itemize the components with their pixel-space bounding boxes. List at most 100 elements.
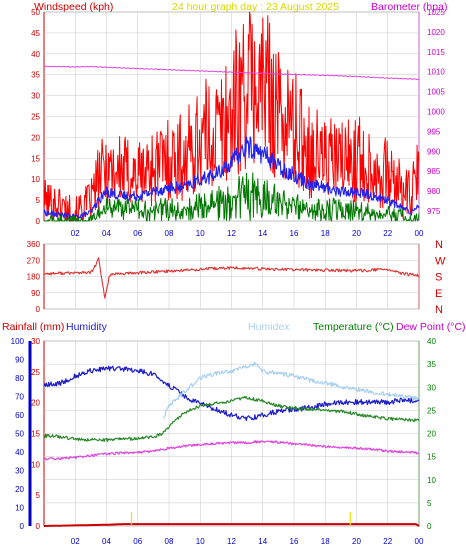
humidity-tick-label: 90 xyxy=(15,356,24,365)
humidity-tick-label: 80 xyxy=(15,374,24,383)
humidity-tick-label: 70 xyxy=(15,393,24,402)
wind-direction-line xyxy=(43,257,420,299)
barometer-tick-label: 985 xyxy=(427,167,441,176)
barometer-tick-label: 975 xyxy=(427,207,441,216)
time-tick-label: 04 xyxy=(102,229,111,238)
barometer-tick-label: 1000 xyxy=(427,108,445,117)
rainfall-tick-label: 20 xyxy=(31,399,40,408)
time-tick-label: 14 xyxy=(258,229,267,238)
barometer-tick-label: 980 xyxy=(427,187,441,196)
dew_point-line xyxy=(43,440,420,461)
temperature-axis-title: Temperature (°C) xyxy=(313,321,394,333)
temperature-line xyxy=(43,396,420,443)
time-tick-label: 12 xyxy=(227,537,236,546)
barometer-tick-labels: 975 980 985 990 995 1000 1005 1010 1015 1020 1025 xyxy=(427,8,445,216)
humidity-tick-label: 10 xyxy=(15,504,24,513)
time-tick-label: 16 xyxy=(290,229,299,238)
windspeed-tick-label: 40 xyxy=(31,50,40,59)
compass-label: E xyxy=(435,288,442,300)
windspeed-tick-label: 25 xyxy=(31,113,40,122)
direction-grid xyxy=(44,244,420,309)
humidity-line xyxy=(43,365,420,422)
humidity-tick-labels: 0 10 20 30 40 50 60 70 80 90 100 xyxy=(11,337,25,531)
humidity-tick-label: 0 xyxy=(20,522,25,531)
rainfall-line xyxy=(43,523,420,527)
humidity-tick-label: 100 xyxy=(11,337,25,346)
direction-degree-label: 90 xyxy=(31,289,40,298)
rainfall-axis-title: Rainfall (mm) xyxy=(2,321,64,333)
time-tick-label: 18 xyxy=(321,229,330,238)
windspeed-axis-title: Windspeed (kph) xyxy=(34,1,113,13)
direction-degree-labels: 0 90 180 270 360 xyxy=(27,240,41,314)
direction-degree-label: 180 xyxy=(27,273,41,282)
time-tick-label: 08 xyxy=(165,229,174,238)
wind-series xyxy=(43,11,420,222)
temperature-tick-label: 20 xyxy=(427,430,436,439)
dew-point-title: Dew Point (°C) xyxy=(396,321,466,333)
temperature-tick-label: 15 xyxy=(427,453,436,462)
barometer-tick-label: 1025 xyxy=(427,8,445,17)
graph-title: 24 hour graph day : 23 August 2025 xyxy=(172,1,339,13)
windspeed-tick-label: 50 xyxy=(31,8,40,17)
windspeed-tick-label: 45 xyxy=(31,29,40,38)
time-tick-label: 08 xyxy=(165,537,174,546)
temperature-tick-label: 0 xyxy=(427,522,432,531)
time-tick-label: 12 xyxy=(227,229,236,238)
humidex-line xyxy=(162,361,420,419)
humidity-tick-label: 50 xyxy=(15,430,24,439)
rainfall-tick-labels: 0 5 10 15 20 25 30 xyxy=(31,337,40,531)
rainfall-tick-label: 15 xyxy=(31,430,40,439)
minimum-wind-line xyxy=(44,172,420,222)
windspeed-tick-label: 15 xyxy=(31,154,40,163)
barometer-tick-label: 1010 xyxy=(427,68,445,77)
barometer-tick-label: 995 xyxy=(427,127,441,136)
rainfall-tick-label: 25 xyxy=(31,368,40,377)
rainfall-tick-label: 5 xyxy=(36,491,41,500)
direction-degree-label: 0 xyxy=(36,305,41,314)
humidex-title: Humidex xyxy=(248,321,290,333)
wind-time-tick-labels: 02 04 06 08 10 12 14 16 18 20 22 00 xyxy=(71,229,424,238)
time-tick-label: 22 xyxy=(383,229,392,238)
average-wind-line xyxy=(43,136,420,220)
time-tick-label: 06 xyxy=(133,537,142,546)
windspeed-tick-label: 30 xyxy=(31,92,40,101)
temperature-series xyxy=(43,361,420,527)
direction-degree-label: 270 xyxy=(27,256,41,265)
temperature-tick-label: 40 xyxy=(427,337,436,346)
windspeed-tick-label: 0 xyxy=(36,217,41,226)
temperature-grid xyxy=(44,341,420,526)
temperature-time-tick-labels: 02 04 06 08 10 12 14 16 18 20 22 00 xyxy=(71,537,424,546)
time-tick-label: 14 xyxy=(258,537,267,546)
time-tick-label: 20 xyxy=(352,229,361,238)
time-tick-label: 00 xyxy=(415,229,424,238)
temperature-tick-label: 10 xyxy=(427,476,436,485)
barometer-tick-label: 1020 xyxy=(427,28,445,37)
compass-label: N xyxy=(435,304,443,316)
barometer-axis-title: Barometer (hpa) xyxy=(371,1,447,13)
windspeed-tick-label: 10 xyxy=(31,175,40,184)
barometer-line xyxy=(43,65,420,80)
humidity-tick-label: 20 xyxy=(15,485,24,494)
time-tick-label: 00 xyxy=(415,537,424,546)
rainfall-tick-label: 0 xyxy=(36,522,41,531)
barometer-tick-label: 1005 xyxy=(427,88,445,97)
humidity-tick-label: 30 xyxy=(15,467,24,476)
time-tick-label: 22 xyxy=(383,537,392,546)
humidity-axis-title: Humidity xyxy=(66,321,108,333)
direction-degree-label: 360 xyxy=(27,240,41,249)
rainfall-tick-label: 10 xyxy=(31,460,40,469)
temperature-tick-labels: 0 5 10 15 20 25 30 35 40 xyxy=(427,337,436,531)
time-tick-label: 16 xyxy=(290,537,299,546)
time-tick-label: 04 xyxy=(102,537,111,546)
compass-label: S xyxy=(435,272,442,284)
temperature-panel: Rainfall (mm) Humidity Humidex Temperatu… xyxy=(2,321,466,546)
humidity-tick-label: 40 xyxy=(15,448,24,457)
barometer-tick-label: 990 xyxy=(427,147,441,156)
rainfall-tick-label: 30 xyxy=(31,337,40,346)
windspeed-tick-label: 5 xyxy=(36,196,41,205)
windspeed-tick-label: 35 xyxy=(31,71,40,80)
time-tick-label: 18 xyxy=(321,537,330,546)
